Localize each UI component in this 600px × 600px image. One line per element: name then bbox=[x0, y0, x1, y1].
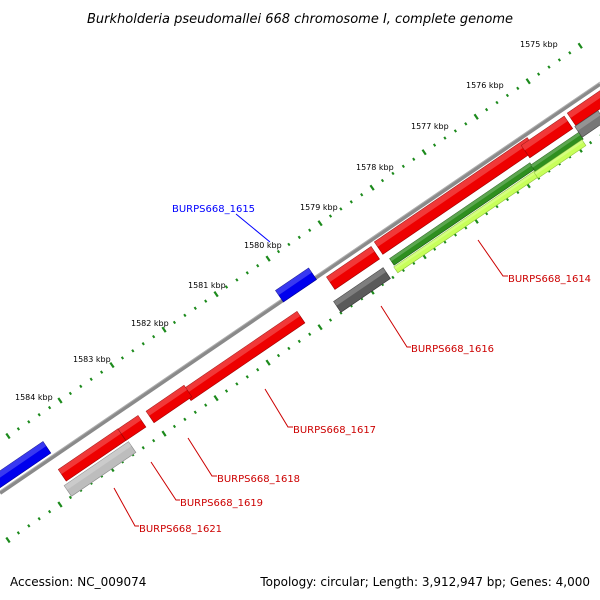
tick-label-1583: 1583 kbp bbox=[73, 355, 111, 364]
leader-1617 bbox=[264, 388, 293, 428]
leader-1614 bbox=[477, 239, 508, 277]
gene-feature-grey-right[interactable] bbox=[574, 110, 600, 138]
gene-label-burps668-1616[interactable]: BURPS668_1616 bbox=[411, 344, 494, 355]
leader-1619 bbox=[150, 461, 180, 501]
gene-feature-red-left[interactable] bbox=[57, 428, 127, 482]
tick-label-1575: 1575 kbp bbox=[520, 40, 558, 49]
gene-label-leaders bbox=[113, 213, 508, 527]
gene-label-burps668-1618[interactable]: BURPS668_1618 bbox=[217, 474, 300, 485]
gene-label-burps668-1615[interactable]: BURPS668_1615 bbox=[172, 204, 255, 215]
tick-label-1577: 1577 kbp bbox=[411, 122, 449, 131]
gene-feature-green-short[interactable] bbox=[530, 131, 584, 173]
tick-label-1582: 1582 kbp bbox=[131, 319, 169, 328]
accession-text: Accession: NC_009074 bbox=[10, 575, 146, 589]
tick-label-1576: 1576 kbp bbox=[466, 81, 504, 90]
tick-label-1578: 1578 kbp bbox=[356, 163, 394, 172]
map-title: Burkholderia pseudomallei 668 chromosome… bbox=[87, 12, 513, 27]
leader-1621 bbox=[113, 487, 139, 527]
gene-feature-burps668-1615[interactable] bbox=[275, 267, 317, 303]
gene-feature-red-top[interactable] bbox=[566, 90, 600, 126]
gene-features bbox=[0, 90, 600, 497]
leader-1615 bbox=[235, 213, 271, 243]
tick-label-1580: 1580 kbp bbox=[244, 241, 282, 250]
leader-1616 bbox=[380, 305, 411, 348]
genome-summary-text: Topology: circular; Length: 3,912,947 bp… bbox=[259, 575, 590, 589]
tick-label-1584: 1584 kbp bbox=[15, 393, 53, 402]
gene-feature-red-upper[interactable] bbox=[520, 115, 574, 159]
gene-feature-lime-short[interactable] bbox=[533, 139, 587, 179]
gene-feature-blue-left[interactable] bbox=[0, 441, 52, 493]
tick-label-1581: 1581 kbp bbox=[188, 281, 226, 290]
gene-feature-burps668-1621[interactable] bbox=[63, 441, 137, 497]
gene-label-burps668-1614[interactable]: BURPS668_1614 bbox=[508, 274, 591, 285]
gene-feature-burps668-1618[interactable] bbox=[145, 384, 193, 424]
tick-label-1579: 1579 kbp bbox=[300, 203, 338, 212]
leader-1618 bbox=[187, 437, 217, 477]
gene-label-burps668-1619[interactable]: BURPS668_1619 bbox=[180, 498, 263, 509]
gene-feature-burps668-1616[interactable] bbox=[333, 267, 391, 313]
gene-feature-burps668-1614[interactable] bbox=[373, 137, 537, 255]
gene-feature-red-1616[interactable] bbox=[326, 246, 380, 290]
tick-rings: 1575 kbp 1576 kbp 1577 kbp 1578 kbp 1579 kbp… bbox=[5, 40, 600, 544]
gene-label-burps668-1621[interactable]: BURPS668_1621 bbox=[139, 524, 222, 535]
gene-label-burps668-1617[interactable]: BURPS668_1617 bbox=[293, 425, 376, 436]
